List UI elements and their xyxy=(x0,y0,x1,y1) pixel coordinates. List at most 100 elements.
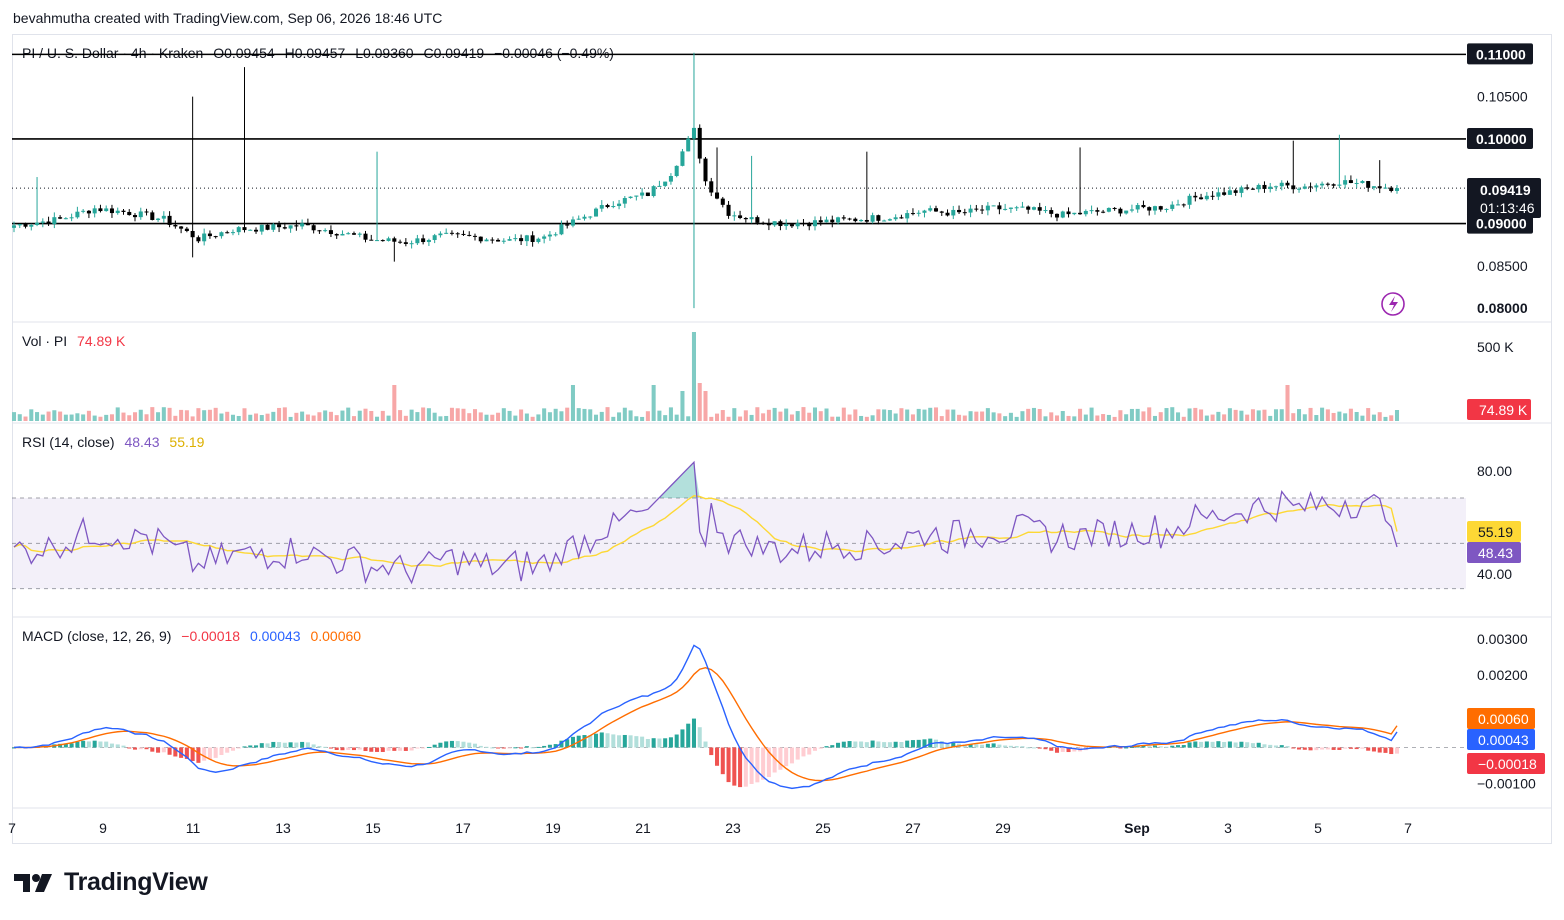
candle-body xyxy=(259,224,264,232)
volume-bar xyxy=(317,412,322,421)
candle-body xyxy=(1291,185,1296,190)
volume-bar xyxy=(472,409,478,421)
candle-body xyxy=(726,204,731,216)
macd-histogram-bar xyxy=(789,747,794,764)
rsi-label: 48.43 xyxy=(1478,545,1513,561)
macd-histogram-bar xyxy=(882,742,887,748)
macd-histogram-bar xyxy=(426,746,431,748)
volume-bar xyxy=(1026,408,1031,421)
candle-body xyxy=(547,234,552,237)
candle-body xyxy=(236,227,241,233)
candle-body xyxy=(945,212,950,216)
low-value: L0.09360 xyxy=(355,45,414,61)
macd-histogram-bar xyxy=(1003,745,1008,748)
macd-histogram-bar xyxy=(1262,744,1267,748)
volume-bar xyxy=(1158,412,1163,421)
candle-body xyxy=(1106,207,1111,212)
candle-body xyxy=(1389,187,1394,191)
candle-body xyxy=(807,223,812,227)
volume-bar xyxy=(1054,415,1060,421)
volume-bar xyxy=(1095,415,1100,421)
candle-body xyxy=(836,217,841,223)
candle-body xyxy=(905,213,910,219)
candle-body xyxy=(109,208,114,214)
candle-body xyxy=(882,220,887,222)
volume-bar xyxy=(1371,414,1376,421)
volume-bar xyxy=(219,413,224,421)
tradingview-logo[interactable]: TradingView xyxy=(14,868,208,897)
candle-body xyxy=(910,213,915,215)
volume-bar xyxy=(144,414,149,421)
macd-histogram-bar xyxy=(1118,747,1123,749)
time-tick-label: 17 xyxy=(455,820,471,836)
level-label: 0.10000 xyxy=(1476,131,1527,147)
candle-body xyxy=(1273,186,1279,188)
candle-body xyxy=(305,223,310,226)
candle-body xyxy=(1112,207,1117,209)
macd-histogram-bar xyxy=(974,744,979,748)
candle-body xyxy=(1222,192,1227,195)
volume-bar xyxy=(1377,412,1382,421)
volume-bar xyxy=(1227,408,1232,421)
volume-bar xyxy=(726,416,731,421)
candle-body xyxy=(795,223,800,227)
macd-histogram-bar xyxy=(1245,742,1250,748)
macd-histogram-bar xyxy=(92,740,97,748)
volume-bar xyxy=(841,407,846,421)
level-label: 0.09000 xyxy=(1476,216,1527,232)
macd-histogram-bar xyxy=(323,746,328,748)
macd-histogram-bar xyxy=(334,747,339,750)
candle-body xyxy=(202,233,207,242)
macd-histogram-bar xyxy=(346,747,351,750)
macd-histogram-bar xyxy=(58,743,63,748)
candle-body xyxy=(1256,184,1261,190)
volume-bar xyxy=(674,414,679,421)
candle-body xyxy=(242,227,247,231)
macd-histogram-bar xyxy=(553,744,558,748)
macd-label[interactable]: MACD (close, 12, 26, 9) xyxy=(22,628,172,644)
candle-body xyxy=(1233,190,1238,193)
macd-histogram-bar xyxy=(905,740,910,748)
candle-body xyxy=(86,210,91,214)
symbol-label[interactable]: PI / U. S. Dollar · 4h · Kraken xyxy=(22,45,204,61)
rsi-label[interactable]: RSI (14, close) xyxy=(22,434,115,450)
macd-histogram-bar xyxy=(524,746,529,748)
macd-histogram-bar xyxy=(709,747,714,756)
volume-bar xyxy=(380,410,385,421)
macd-histogram-bar xyxy=(928,738,933,748)
candle-body xyxy=(530,235,535,242)
macd-histogram-bar xyxy=(1020,746,1025,748)
volume-bar xyxy=(242,408,247,421)
macd-histogram-bar xyxy=(715,747,720,766)
volume-bar xyxy=(1124,414,1129,421)
macd-histogram-bar xyxy=(1325,747,1330,750)
time-tick-label: 7 xyxy=(1404,820,1412,836)
macd-histogram-bar xyxy=(196,747,201,763)
volume-bar xyxy=(1020,411,1025,421)
macd-histogram-bar xyxy=(1049,747,1054,751)
candle-body xyxy=(542,236,547,239)
candle-body xyxy=(1014,207,1019,209)
volume-bar xyxy=(496,412,501,421)
volume-bar xyxy=(1302,414,1307,421)
volume-bar xyxy=(375,416,380,421)
volume-bar xyxy=(484,414,489,421)
volume-bar xyxy=(985,408,990,421)
candle-body xyxy=(467,234,472,236)
volume-tick-label: 500 K xyxy=(1477,339,1514,355)
candle-body xyxy=(1049,210,1054,214)
candle-body xyxy=(104,208,109,212)
macd-histogram-bar xyxy=(1297,747,1302,750)
candle-body xyxy=(686,138,691,152)
candle-body xyxy=(294,225,299,227)
volume-bar xyxy=(1348,408,1353,421)
change-value: −0.00046 (−0.49%) xyxy=(494,45,614,61)
volume-label[interactable]: Vol · PI xyxy=(22,333,68,349)
volume-bar xyxy=(957,414,962,421)
candle-body xyxy=(69,217,74,219)
volume-bar xyxy=(334,415,339,421)
candle-body xyxy=(1176,204,1181,206)
macd-histogram-bar xyxy=(732,747,737,786)
candle-body xyxy=(1124,210,1129,214)
